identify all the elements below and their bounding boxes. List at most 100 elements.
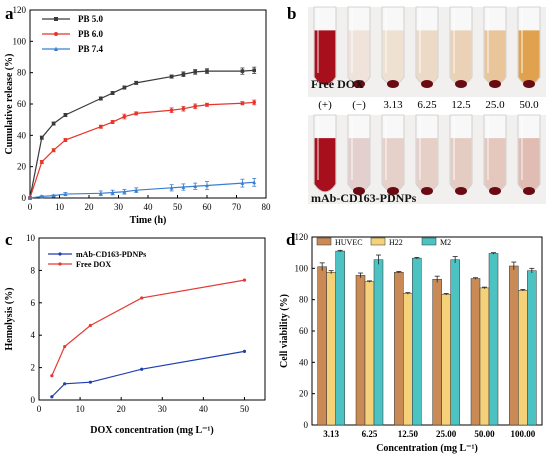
mab-label: mAb-CD163-PDNPs (311, 191, 417, 205)
tube-highlight (385, 117, 387, 180)
data-point (240, 69, 245, 73)
x-tick-label: 20 (117, 404, 127, 414)
bar (470, 278, 481, 426)
y-tick-label: 6 (31, 298, 36, 308)
tube-highlight (385, 9, 387, 73)
tube-solution (348, 138, 370, 192)
concentration-label: 25.0 (485, 99, 505, 111)
tube-solution (314, 30, 336, 85)
data-point (54, 17, 58, 21)
tube-highlight (453, 117, 455, 180)
rbc-pellet (353, 80, 365, 88)
bar (509, 265, 519, 426)
x-tick-label: 40 (199, 404, 209, 414)
panel-c: c 0 2 4 6 8 10 0 10 20 30 40 50 DOX concentration (m… (0, 228, 275, 458)
bar (355, 275, 366, 426)
y-tick-label: 0 (22, 193, 27, 203)
data-point (40, 194, 44, 199)
free-dox-photo (308, 6, 546, 97)
tube-highlight (521, 117, 523, 180)
x-tick-label: 0 (28, 202, 33, 212)
data-point (134, 187, 138, 192)
y-tick-label: 40 (17, 130, 27, 140)
data-point (134, 111, 138, 116)
tube-solution (484, 30, 506, 85)
tube-solution (518, 30, 540, 85)
data-point (240, 101, 245, 106)
rbc-pellet (455, 80, 467, 88)
tube-solution (348, 30, 370, 85)
panel-d: d 0 20 40 60 80 100 120 Concentration (mg L⁻¹) C… (275, 228, 550, 458)
concentration-label: 6.25 (417, 99, 437, 111)
y-tick-label: 4 (31, 330, 36, 340)
legend-label: M2 (440, 238, 451, 247)
concentration-label: (−) (352, 99, 366, 111)
bar (488, 253, 499, 426)
tube-highlight (419, 9, 421, 73)
free-dox-label: Free DOX (311, 77, 364, 91)
data-point (252, 100, 256, 105)
legend-marker (58, 262, 62, 266)
data-point (40, 160, 44, 164)
tube-highlight (521, 9, 523, 73)
data-point (205, 69, 209, 73)
bar (373, 259, 384, 426)
data-point (140, 367, 144, 371)
x-tick-label: 12.50 (398, 429, 419, 439)
tube-highlight (419, 117, 421, 180)
x-tick-label: 80 (262, 202, 272, 212)
plot-frame (38, 237, 266, 401)
bar (394, 272, 404, 426)
bar (364, 281, 375, 426)
y-tick-label: 80 (299, 295, 309, 305)
data-point (63, 382, 67, 386)
bar (527, 270, 537, 426)
legend-swatch (421, 237, 437, 246)
x-tick-label: 0 (37, 404, 42, 414)
plot-frame (311, 236, 543, 426)
rbc-pellet (523, 187, 535, 195)
series-line (29, 69, 255, 199)
x-tick-label: 50 (240, 404, 250, 414)
bar (326, 272, 336, 426)
x-tick-label: 60 (203, 202, 213, 212)
data-point (252, 180, 256, 185)
rbc-pellet (489, 187, 501, 195)
x-tick-label: 30 (158, 404, 168, 414)
data-point (40, 135, 44, 140)
data-point (88, 380, 92, 384)
bar (403, 293, 413, 426)
data-point (63, 344, 67, 349)
data-point (169, 185, 174, 190)
bar (317, 266, 327, 426)
chart-a: a 0 20 40 60 80 100 120 0 10 20 30 40 50 60 70 80 Time (… (4, 4, 272, 226)
tube-highlight (317, 117, 319, 180)
x-tick-label: 10 (55, 202, 65, 212)
panel-letter-d: d (286, 230, 296, 249)
data-point (99, 96, 103, 101)
data-point (63, 191, 68, 196)
data-point (88, 323, 92, 328)
bar (412, 257, 422, 426)
y-tick-label: 10 (26, 233, 36, 243)
data-point (54, 32, 58, 36)
y-axis-label: Hemolysis (%) (4, 287, 15, 350)
data-point (240, 180, 245, 185)
data-point (252, 68, 256, 73)
tube-solution (382, 30, 404, 85)
legend-label: PB 5.0 (78, 14, 104, 24)
x-tick-label: 50.00 (474, 429, 495, 439)
y-tick-label: 80 (17, 68, 27, 78)
y-tick-label: 60 (299, 326, 309, 336)
data-point (51, 121, 56, 126)
bar (441, 293, 451, 426)
data-point (242, 278, 247, 282)
legend-label: H22 (389, 238, 403, 247)
data-point (181, 72, 186, 77)
data-point (63, 138, 68, 142)
data-point (122, 189, 127, 194)
x-tick-label: 20 (85, 202, 95, 212)
rbc-pellet (387, 80, 399, 88)
data-point (193, 70, 197, 74)
x-tick-label: 70 (232, 202, 242, 212)
